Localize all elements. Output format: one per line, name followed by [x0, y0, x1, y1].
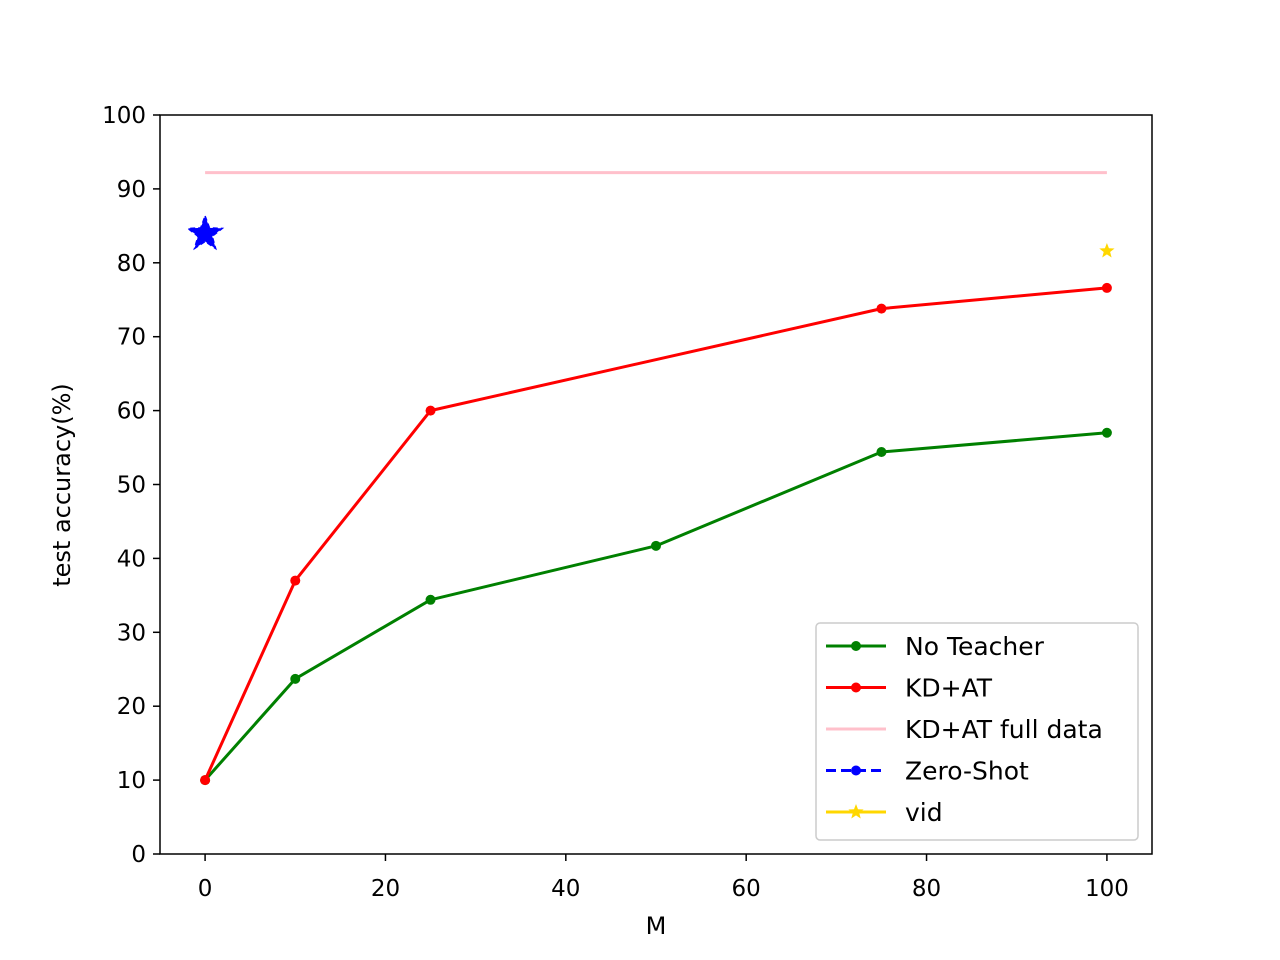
series-3: [185, 213, 225, 251]
x-tick-label: 40: [551, 876, 580, 902]
series-1: [200, 282, 1112, 786]
legend-label: Zero-Shot: [905, 757, 1029, 786]
data-point: [425, 594, 436, 605]
y-tick-label: 80: [117, 251, 146, 277]
data-point: [425, 405, 436, 416]
y-tick-label: 10: [117, 768, 146, 794]
x-tick-label: 60: [732, 876, 761, 902]
y-tick-label: 50: [117, 473, 146, 499]
plot-area: [185, 171, 1115, 786]
y-tick-label: 100: [102, 103, 146, 129]
data-point: [1101, 427, 1112, 438]
data-point: [876, 303, 887, 314]
legend: No Teacher KD+AT KD+AT full data Zero-Shot v…: [815, 622, 1139, 841]
legend-marker: [848, 804, 864, 819]
x-tick-label: 0: [198, 876, 213, 902]
axis-ticks: 0 20 40 60 80 100 0 10 20 30 40 50 60 70 80 90 100: [102, 103, 1129, 902]
data-point: [1099, 242, 1115, 258]
legend-box: [815, 622, 1139, 841]
y-tick-label: 90: [117, 177, 146, 203]
x-tick-label: 100: [1085, 876, 1129, 902]
data-point: [1101, 282, 1112, 293]
y-tick-label: 30: [117, 620, 146, 646]
y-tick-label: 70: [117, 325, 146, 351]
x-tick-label: 80: [912, 876, 941, 902]
data-point: [876, 446, 887, 457]
legend-label: KD+AT: [905, 674, 993, 703]
x-tick-label: 20: [371, 876, 400, 902]
legend-label: KD+AT full data: [905, 715, 1103, 744]
legend-label: vid: [905, 798, 943, 827]
y-tick-label: 0: [131, 842, 146, 868]
legend-marker: [851, 641, 861, 651]
legend-label: No Teacher: [905, 632, 1045, 661]
data-point: [185, 213, 225, 251]
x-axis-label: M: [646, 912, 667, 940]
y-tick-label: 40: [117, 546, 146, 572]
data-point: [651, 540, 661, 551]
data-point: [290, 575, 301, 586]
y-tick-label: 20: [117, 694, 146, 720]
data-point: [200, 775, 211, 786]
y-axis-label: test accuracy(%): [48, 383, 76, 587]
series-4: [1099, 242, 1115, 258]
data-point: [290, 673, 301, 684]
legend-marker: [851, 765, 861, 776]
y-tick-label: 60: [117, 399, 146, 425]
legend-marker: [851, 682, 861, 693]
series-line: [203, 431, 1108, 782]
